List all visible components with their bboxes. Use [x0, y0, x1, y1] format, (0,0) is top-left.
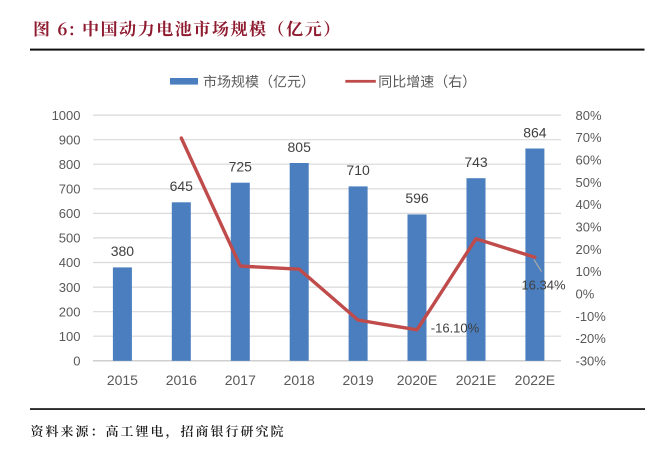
- svg-text:500: 500: [59, 231, 81, 246]
- svg-text:900: 900: [59, 132, 81, 147]
- svg-text:60%: 60%: [576, 153, 602, 168]
- svg-text:10%: 10%: [576, 264, 602, 279]
- svg-text:100: 100: [59, 329, 81, 344]
- svg-text:30%: 30%: [576, 220, 602, 235]
- svg-text:400: 400: [59, 255, 81, 270]
- svg-text:1000: 1000: [52, 108, 81, 123]
- svg-text:0%: 0%: [576, 287, 595, 302]
- svg-text:864: 864: [523, 124, 547, 140]
- svg-text:-16.10%: -16.10%: [431, 320, 480, 335]
- svg-text:2017: 2017: [225, 372, 256, 388]
- svg-text:600: 600: [59, 206, 81, 221]
- svg-text:200: 200: [59, 304, 81, 319]
- svg-text:-10%: -10%: [576, 309, 607, 324]
- svg-text:2016: 2016: [166, 372, 197, 388]
- svg-text:645: 645: [170, 178, 194, 194]
- svg-text:710: 710: [346, 162, 370, 178]
- svg-text:-20%: -20%: [576, 331, 607, 346]
- svg-text:300: 300: [59, 280, 81, 295]
- svg-text:20%: 20%: [576, 242, 602, 257]
- svg-text:805: 805: [288, 139, 312, 155]
- svg-text:2020E: 2020E: [397, 372, 437, 388]
- svg-text:2022E: 2022E: [515, 372, 555, 388]
- svg-text:2019: 2019: [343, 372, 374, 388]
- svg-text:596: 596: [405, 190, 429, 206]
- svg-text:16.34%: 16.34%: [521, 277, 566, 292]
- svg-text:725: 725: [229, 159, 253, 175]
- svg-text:2021E: 2021E: [456, 372, 496, 388]
- svg-text:2015: 2015: [107, 372, 138, 388]
- svg-text:70%: 70%: [576, 130, 602, 145]
- svg-text:-30%: -30%: [576, 354, 607, 369]
- svg-text:800: 800: [59, 157, 81, 172]
- svg-text:700: 700: [59, 182, 81, 197]
- svg-text:0: 0: [73, 354, 80, 369]
- svg-text:743: 743: [464, 154, 488, 170]
- svg-text:80%: 80%: [576, 108, 602, 123]
- svg-text:40%: 40%: [576, 197, 602, 212]
- svg-text:380: 380: [111, 243, 135, 259]
- svg-text:50%: 50%: [576, 175, 602, 190]
- svg-text:2018: 2018: [284, 372, 315, 388]
